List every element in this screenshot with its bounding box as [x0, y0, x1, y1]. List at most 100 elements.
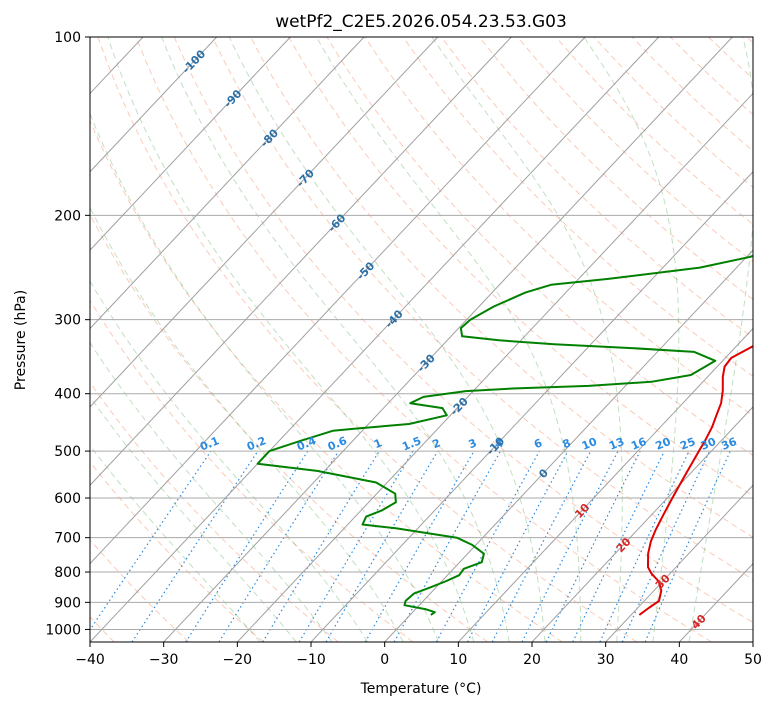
- moist-adiabat: [90, 444, 261, 642]
- mixing-ratio-label: 8: [561, 436, 573, 451]
- moist-adiabat: [107, 37, 475, 642]
- dry-adiabat: [479, 37, 753, 300]
- mixing-ratio-label: 3: [467, 436, 479, 451]
- x-axis-label: Temperature (°C): [360, 681, 482, 697]
- moist-adiabat: [583, 37, 680, 642]
- dry-adiabat: [288, 37, 753, 497]
- mixing-ratio-line: [466, 450, 569, 642]
- isotherm: [0, 37, 69, 642]
- plot-frame: [89, 36, 754, 643]
- mixing-ratio-line: [298, 450, 414, 642]
- background-lines: [90, 37, 753, 642]
- moist-adiabat: [161, 37, 510, 642]
- isotherm: [236, 92, 753, 642]
- isotherm: [310, 171, 753, 642]
- dry-adiabat: [669, 37, 753, 116]
- isotherm: [457, 327, 753, 642]
- dry-adiabat: [746, 37, 753, 44]
- y-tick-label: 400: [54, 387, 81, 403]
- mixing-ratio-line: [218, 450, 340, 642]
- moist-adiabat: [316, 37, 582, 642]
- dry-adiabat: [90, 539, 190, 642]
- dry-adiabat: [708, 37, 753, 80]
- y-tick-label: 500: [54, 444, 81, 460]
- moist-adiabat: [90, 206, 404, 642]
- moist-adiabat: [688, 37, 753, 642]
- dry-adiabat: [517, 37, 753, 263]
- mixing-ratio-line: [599, 450, 690, 642]
- y-axis-label: Pressure (hPa): [13, 290, 29, 390]
- isotherm: [90, 37, 291, 251]
- isotherm: [605, 484, 753, 642]
- isotherm: [531, 406, 753, 642]
- isotherm: [90, 37, 365, 330]
- moist-adiabat: [90, 280, 369, 642]
- moist-adiabat: [228, 37, 546, 642]
- x-tick-label: 50: [744, 652, 762, 668]
- y-tick-label: 100: [54, 30, 81, 46]
- mixing-ratio-line: [572, 450, 665, 642]
- y-tick-label: 200: [54, 208, 81, 224]
- dry-adiabat: [90, 213, 488, 642]
- isotherm: [163, 37, 733, 642]
- moist-adiabat: [431, 37, 623, 642]
- dry-adiabat: [326, 37, 753, 457]
- mixing-ratio-label: 20: [654, 435, 673, 453]
- isotherm: [90, 37, 586, 565]
- dewpoint-profile-line: [256, 254, 753, 616]
- y-tick-label: 800: [54, 565, 81, 581]
- mixing-ratio-line: [325, 450, 439, 642]
- moist-adiabat: [90, 341, 333, 642]
- x-tick-label: 10: [449, 652, 467, 668]
- x-tick-label: −20: [223, 652, 253, 668]
- mixing-ratio-label: 25: [678, 435, 697, 453]
- mixing-ratio-label: 1: [372, 436, 384, 451]
- y-tick-label: 700: [54, 531, 81, 547]
- dry-adiabat: [211, 37, 753, 581]
- mixing-ratio-line: [364, 450, 475, 642]
- y-tick-label: 600: [54, 491, 81, 507]
- x-tick-label: 20: [523, 652, 541, 668]
- x-tick-label: 40: [670, 652, 688, 668]
- x-tick-label: −10: [296, 652, 326, 668]
- isotherm: [752, 641, 753, 642]
- isotherm: [90, 37, 512, 486]
- profile-lines: [256, 254, 753, 616]
- line-labels: 0.1 0.2 0.4 0.6 1 1.5 2 3 4 6 8 10 13 16 20 25 30 36-100-…: [180, 47, 739, 632]
- dry-adiabat: [90, 461, 264, 642]
- dry-adiabat: [90, 381, 339, 642]
- mixing-ratio-line: [90, 450, 212, 631]
- isotherm: [384, 249, 753, 642]
- isotherm: [90, 37, 439, 408]
- mixing-ratio-line: [545, 450, 641, 642]
- isotherm-label: -100: [180, 47, 209, 76]
- mixing-ratio-label: 13: [607, 435, 626, 453]
- dry-adiabat: [97, 37, 638, 642]
- y-tick-label: 900: [54, 595, 81, 611]
- isotherm: [90, 37, 218, 173]
- mixing-ratio-label: 2: [430, 436, 442, 451]
- y-tick-label: 1000: [45, 622, 81, 638]
- dry-adiabat: [135, 37, 712, 642]
- axes: −40 −30 −20 −10 0 10 20 30 40 5010020030040050060…: [45, 30, 762, 668]
- dry-adiabat: [90, 119, 563, 642]
- x-tick-label: −40: [75, 652, 105, 668]
- mixing-ratio-line: [185, 450, 309, 642]
- mixing-ratio-label: 36: [720, 435, 739, 453]
- mixing-ratio-line: [435, 450, 540, 642]
- chart-title: wetPf2_C2E5.2026.054.23.53.G03: [275, 12, 567, 32]
- dry-adiabat: [631, 37, 753, 152]
- temperature-profile-line: [638, 345, 753, 616]
- mixing-ratio-line: [644, 450, 731, 642]
- mixing-ratio-label: 30: [699, 435, 718, 453]
- dry-adiabat: [250, 37, 753, 538]
- moist-adiabat: [90, 112, 439, 642]
- pressure-grid: [90, 37, 753, 630]
- mixing-ratio-label: 10: [580, 435, 599, 453]
- x-tick-label: 30: [597, 652, 615, 668]
- y-tick-label: 300: [54, 313, 81, 329]
- mixing-ratio-label: 16: [629, 435, 648, 453]
- dry-adiabat: [402, 37, 753, 377]
- dry-adiabat: [173, 37, 753, 624]
